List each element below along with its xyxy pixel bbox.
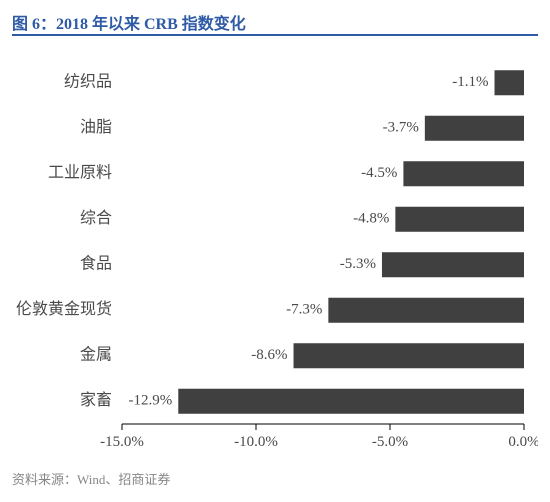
category-label: 家畜 [80, 391, 112, 409]
x-tick-label: -10.0% [234, 434, 278, 450]
chart-svg: 纺织品 -1.1% 油脂 -3.7% 工业原料 -4.5% 综合 -4.8% 食品 -5.3% 伦敦… [12, 44, 538, 464]
value-label: -1.1% [452, 74, 488, 90]
chart-plot: 纺织品 -1.1% 油脂 -3.7% 工业原料 -4.5% 综合 -4.8% 食品 -5.3% 伦敦… [12, 44, 538, 464]
category-label: 金属 [80, 345, 112, 363]
source-text: 资料来源：Wind、招商证券 [12, 469, 170, 488]
value-label: -8.6% [251, 347, 287, 363]
bar [495, 70, 524, 95]
category-label: 伦敦黄金现货 [16, 300, 112, 318]
category-label: 油脂 [80, 118, 112, 136]
bar [425, 116, 524, 141]
x-tick-label: -5.0% [372, 434, 408, 450]
bar [395, 207, 524, 232]
chart-title: 图 6：2018 年以来 CRB 指数变化 [12, 10, 246, 34]
x-tick-label: 0.0% [508, 434, 538, 450]
category-label: 综合 [80, 209, 112, 227]
value-label: -7.3% [286, 302, 322, 318]
title-rule [12, 34, 538, 36]
x-tick-label: -15.0% [100, 434, 144, 450]
value-label: -12.9% [129, 393, 173, 409]
category-label: 纺织品 [64, 72, 112, 90]
bar [178, 389, 524, 414]
value-label: -3.7% [383, 120, 419, 136]
bar [403, 161, 524, 186]
value-label: -5.3% [340, 256, 376, 272]
bar [328, 298, 524, 323]
bar [382, 252, 524, 277]
bar [294, 343, 524, 368]
value-label: -4.5% [361, 165, 397, 181]
category-label: 工业原料 [48, 163, 112, 181]
category-label: 食品 [80, 254, 112, 272]
figure-container: 图 6：2018 年以来 CRB 指数变化 纺织品 -1.1% 油脂 -3.7% 工业原… [0, 0, 550, 502]
value-label: -4.8% [353, 211, 389, 227]
